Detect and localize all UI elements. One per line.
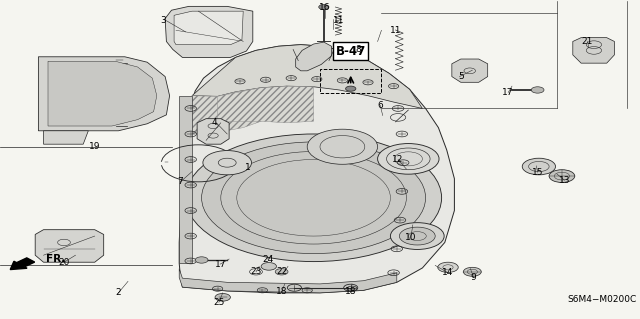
Circle shape <box>275 269 288 275</box>
Circle shape <box>307 129 378 164</box>
Circle shape <box>378 144 439 174</box>
Text: S6M4−M0200C: S6M4−M0200C <box>568 295 637 304</box>
Text: 18: 18 <box>345 287 356 296</box>
Polygon shape <box>38 57 170 131</box>
Text: 18: 18 <box>276 287 287 296</box>
Circle shape <box>203 151 252 175</box>
Polygon shape <box>48 61 157 126</box>
Circle shape <box>390 223 444 249</box>
Circle shape <box>522 158 556 175</box>
Circle shape <box>186 134 442 262</box>
Circle shape <box>438 262 458 272</box>
Circle shape <box>261 263 276 270</box>
Polygon shape <box>192 45 422 108</box>
Text: 17: 17 <box>215 260 227 269</box>
Circle shape <box>202 142 426 254</box>
Polygon shape <box>165 6 253 57</box>
Text: 21: 21 <box>582 37 593 46</box>
Polygon shape <box>179 269 397 293</box>
Polygon shape <box>44 131 88 144</box>
Text: 22: 22 <box>276 267 287 276</box>
Text: 14: 14 <box>442 268 454 277</box>
Text: 17: 17 <box>502 88 514 97</box>
Text: 4: 4 <box>212 118 217 127</box>
Circle shape <box>399 227 435 245</box>
Polygon shape <box>174 11 243 45</box>
Polygon shape <box>35 230 104 262</box>
Circle shape <box>319 4 329 10</box>
Polygon shape <box>197 119 229 144</box>
Text: 12: 12 <box>392 155 404 164</box>
Polygon shape <box>296 42 332 71</box>
Text: 10: 10 <box>405 233 417 242</box>
Circle shape <box>215 293 230 301</box>
Text: 6: 6 <box>378 101 383 110</box>
Text: 3: 3 <box>161 16 166 25</box>
Polygon shape <box>192 88 261 134</box>
Text: 11: 11 <box>333 16 345 25</box>
Text: 2: 2 <box>116 288 121 297</box>
Circle shape <box>195 257 208 263</box>
Text: 16: 16 <box>319 4 331 12</box>
Text: 8: 8 <box>356 45 361 54</box>
Text: 15: 15 <box>532 168 543 177</box>
Circle shape <box>346 86 356 91</box>
Polygon shape <box>573 38 614 63</box>
Text: 25: 25 <box>213 298 225 307</box>
Text: 11: 11 <box>390 26 401 35</box>
Text: 5: 5 <box>458 72 463 81</box>
Text: 9: 9 <box>471 273 476 282</box>
Polygon shape <box>452 59 488 82</box>
Text: 20: 20 <box>58 258 70 267</box>
Text: 23: 23 <box>250 267 262 276</box>
Polygon shape <box>179 96 192 263</box>
Polygon shape <box>179 45 454 293</box>
Text: 13: 13 <box>559 176 570 185</box>
Polygon shape <box>218 86 314 123</box>
Text: 19: 19 <box>89 142 100 151</box>
Circle shape <box>463 267 481 276</box>
Circle shape <box>549 170 575 182</box>
Text: 1: 1 <box>246 163 251 172</box>
Text: 7: 7 <box>178 177 183 186</box>
Text: B-47: B-47 <box>335 45 366 57</box>
Text: 24: 24 <box>262 255 273 263</box>
Text: FR.: FR. <box>46 254 65 264</box>
Circle shape <box>531 87 544 93</box>
FancyArrow shape <box>10 258 35 270</box>
